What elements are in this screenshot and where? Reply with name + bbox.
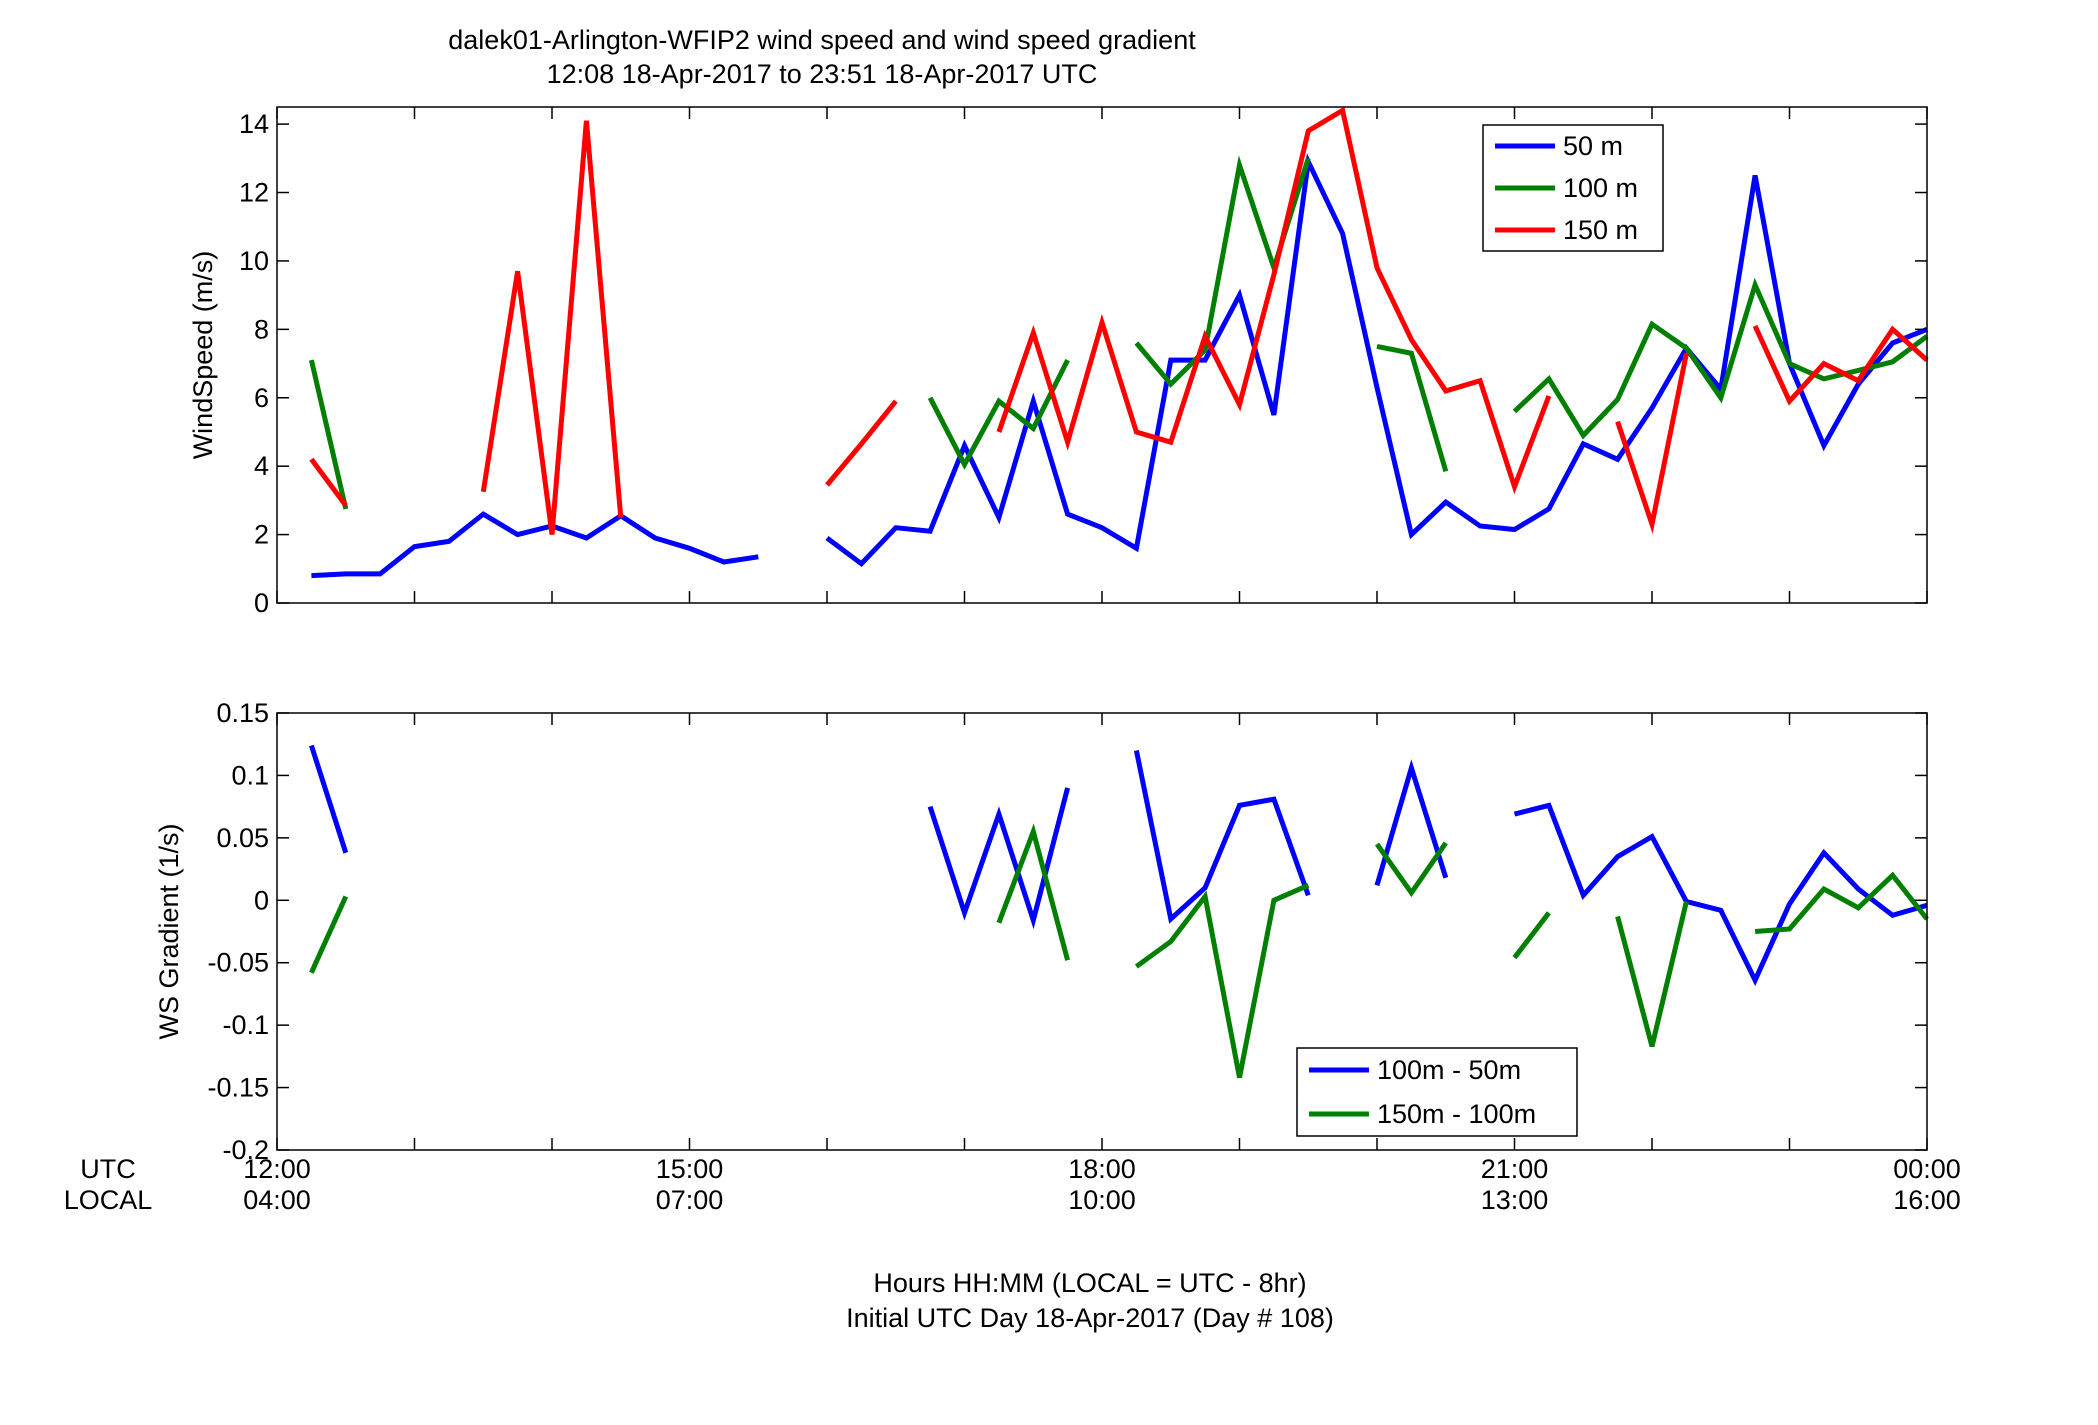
y-tick-label: -0.2 [222,1135,269,1165]
utc-tick-label: 18:00 [1068,1154,1136,1184]
x-axis-label-line1: Hours HH:MM (LOCAL = UTC - 8hr) [873,1268,1306,1298]
legend-label: 100 m [1563,173,1638,203]
windspeed-panel: 0 2 4 6 8 10 12 14 WindSpeed (m/s) 50 m 100 m 150… [188,106,1929,618]
local-tick-label: 13:00 [1481,1185,1549,1215]
local-row-label: LOCAL [64,1185,153,1215]
series-line-50-m [311,153,1928,579]
local-tick-label: 04:00 [243,1185,311,1215]
y-tick-label: -0.15 [207,1073,269,1103]
gradient-y-axis-label: WS Gradient (1/s) [154,823,184,1039]
utc-row-label: UTC [80,1154,136,1184]
y-tick-label: 0.1 [231,760,269,790]
y-tick-label: 6 [254,383,269,413]
windspeed-legend: 50 m 100 m 150 m [1482,124,1664,252]
legend-box [1296,1047,1578,1137]
y-tick-label: 12 [239,178,269,208]
utc-tick-labels: 12:00 15:00 18:00 21:00 00:00 [243,1154,1961,1184]
windspeed-x-ticks [276,107,1928,603]
utc-tick-label: 21:00 [1481,1154,1549,1184]
local-tick-label: 07:00 [656,1185,724,1215]
gradient-panel: -0.2 -0.15 -0.1 -0.05 0 0.05 0.1 0.15 WS Gradie… [154,698,1929,1165]
utc-tick-label: 12:00 [243,1154,311,1184]
series-line-100m-50m [309,744,1928,987]
series-line-150-m [309,106,1929,535]
chart-title-line2: 12:08 18-Apr-2017 to 23:51 18-Apr-2017 U… [547,59,1098,89]
series-line-100-m [308,155,1929,510]
utc-tick-label: 15:00 [656,1154,724,1184]
windspeed-lines [308,106,1929,579]
legend-label: 150 m [1563,215,1638,245]
y-tick-label: 14 [239,109,269,139]
local-tick-label: 10:00 [1068,1185,1136,1215]
x-axis-label-line2: Initial UTC Day 18-Apr-2017 (Day # 108) [846,1303,1334,1333]
y-tick-label: 4 [254,451,269,481]
utc-tick-label: 00:00 [1893,1154,1961,1184]
windspeed-y-axis-label: WindSpeed (m/s) [188,251,218,460]
chart-title-line1: dalek01-Arlington-WFIP2 wind speed and w… [448,25,1196,55]
y-tick-label: 8 [254,314,269,344]
y-tick-label: 2 [254,520,269,550]
windspeed-y-ticks: 0 2 4 6 8 10 12 14 [239,109,1927,618]
gradient-legend: 100m - 50m 150m - 100m [1296,1047,1578,1137]
legend-label: 150m - 100m [1377,1099,1536,1129]
y-tick-label: 0.15 [216,698,269,728]
gradient-x-ticks [276,713,1928,1150]
y-tick-label: -0.05 [207,948,269,978]
local-tick-labels: 04:00 07:00 10:00 13:00 16:00 [243,1185,1961,1215]
legend-label: 50 m [1563,131,1623,161]
y-tick-label: -0.1 [222,1010,269,1040]
y-tick-label: 0.05 [216,823,269,853]
y-tick-label: 0 [254,588,269,618]
local-tick-label: 16:00 [1893,1185,1961,1215]
gradient-lines [309,744,1929,1079]
y-tick-label: 10 [239,246,269,276]
gradient-y-ticks: -0.2 -0.15 -0.1 -0.05 0 0.05 0.1 0.15 [207,698,1927,1165]
y-tick-label: 0 [254,885,269,915]
legend-label: 100m - 50m [1377,1055,1521,1085]
series-line-150m-100m [309,823,1929,1079]
